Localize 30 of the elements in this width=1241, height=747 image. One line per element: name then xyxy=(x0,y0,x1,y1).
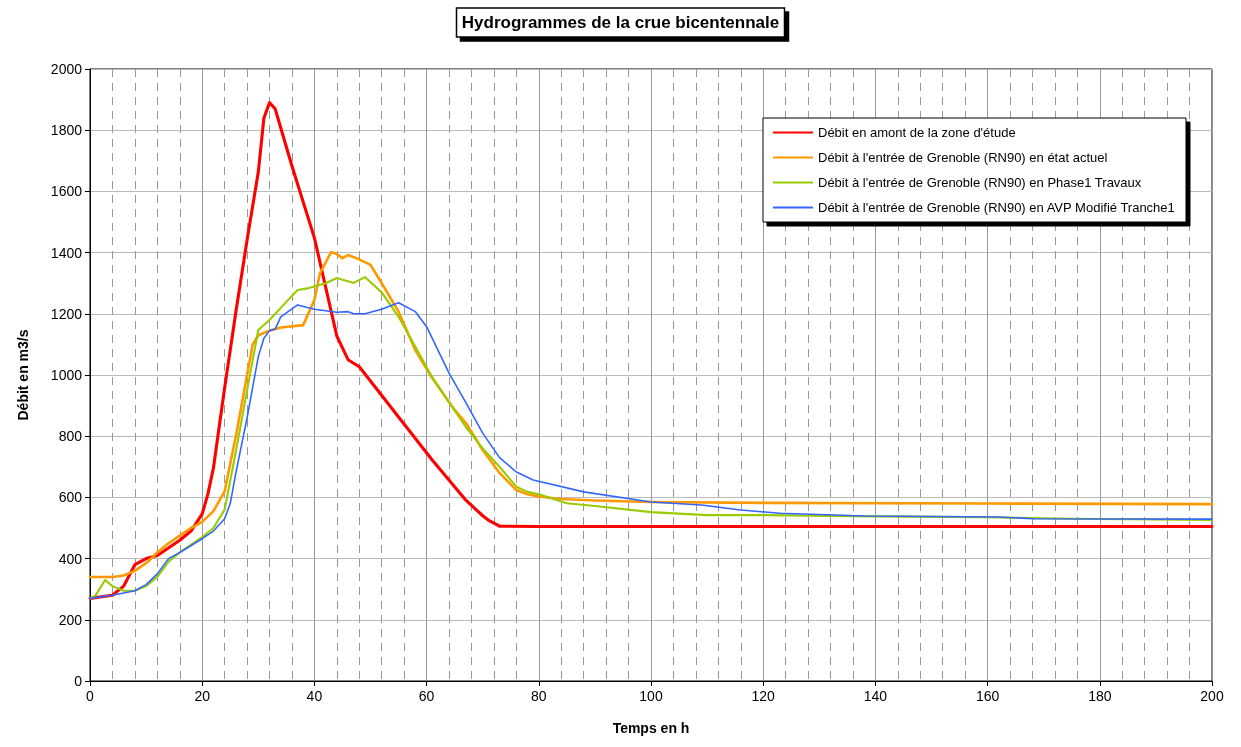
y-tick-label: 0 xyxy=(74,673,83,689)
x-tick-label: 120 xyxy=(751,688,776,704)
y-tick-label: 2000 xyxy=(50,61,83,77)
x-tick-label: 80 xyxy=(531,688,547,704)
x-tick-label: 160 xyxy=(975,688,1000,704)
y-axis-title: Débit en m3/s xyxy=(15,329,31,421)
line-series xyxy=(88,101,1214,600)
chart-title: Hydrogrammes de la crue bicentennale xyxy=(461,13,780,32)
legend-label: Débit à l'entrée de Grenoble (RN90) en état actuel xyxy=(818,150,1108,165)
legend-label: Débit à l'entrée de Grenoble (RN90) en AVP Modifié Tranche1 xyxy=(818,200,1175,215)
x-tick-label: 100 xyxy=(639,688,663,704)
x-tick-label: 40 xyxy=(306,688,323,704)
y-tick-label: 1800 xyxy=(50,122,83,139)
legend-label: Débit à l'entrée de Grenoble (RN90) en Phase1 Travaux xyxy=(818,175,1142,190)
legend-label: Débit en amont de la zone d'étude xyxy=(818,125,1016,140)
x-tick-label: 180 xyxy=(1088,688,1112,704)
y-tick-label: 1000 xyxy=(50,367,83,383)
y-tick-label: 600 xyxy=(58,489,83,506)
x-tick-label: 60 xyxy=(418,688,435,704)
x-tick-label: 200 xyxy=(1200,688,1224,704)
y-tick-label: 1400 xyxy=(50,244,83,261)
y-tick-label: 800 xyxy=(58,428,83,445)
x-axis-title: Temps en h xyxy=(612,720,690,736)
x-tick-label: 20 xyxy=(194,688,211,704)
y-tick-label: 1600 xyxy=(50,183,83,200)
x-tick-label: 0 xyxy=(86,688,95,704)
x-tick-label: 140 xyxy=(863,688,888,704)
y-tick-label: 1200 xyxy=(50,305,83,322)
y-tick-label: 200 xyxy=(58,611,83,628)
y-tick-label: 400 xyxy=(58,550,83,567)
